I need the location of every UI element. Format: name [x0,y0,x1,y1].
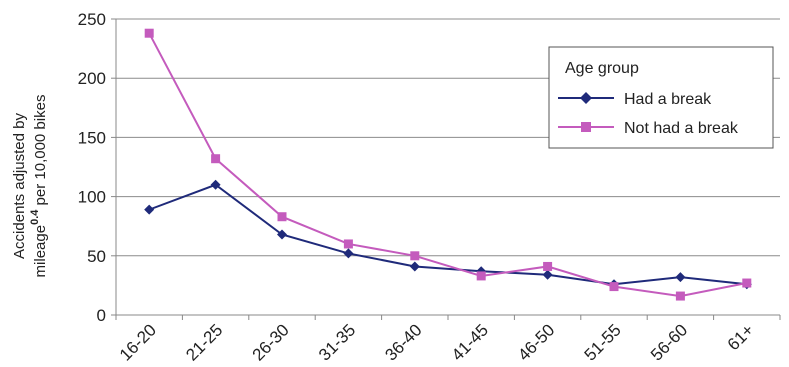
legend-marker-square [581,122,591,132]
data-point-diamond [675,272,686,283]
series-line [148,183,747,286]
x-tick-label: 61+ [724,320,758,354]
y-tick-label: 50 [87,247,106,266]
x-tick-label: 41-45 [448,320,492,364]
data-point-diamond [210,179,221,190]
series-line [148,32,747,298]
data-point-diamond [409,261,420,272]
legend-entry-had-a-break: Had a break [558,91,712,108]
x-tick-label: 51-55 [581,320,625,364]
x-tick-label: 26-30 [249,320,293,364]
y-axis-label-exponent: 0.4 [29,209,41,225]
x-tick-label: 21-25 [182,320,226,364]
y-axis-label-line1: Accidents adjusted by [11,113,28,259]
x-tick-label: 46-50 [514,320,558,364]
data-point-square [211,154,221,164]
y-axis-label-mileage: mileage [32,225,49,278]
data-point-diamond [542,269,553,280]
data-point-diamond [343,248,354,259]
data-point-square [609,282,619,292]
x-tick-label: 31-35 [315,320,359,364]
y-axis-ticks: 0 50 100 150 200 250 [78,10,116,325]
legend-label-had-a-break: Had a break [624,91,712,108]
data-point-square [410,251,420,261]
x-axis-ticks: 16-20 21-25 26-30 31-35 36-40 41-45 46-50 51-55… [115,315,781,365]
series-group [144,28,752,301]
y-axis-label: Accidents adjusted by mileage0.4 per 10,… [11,95,49,278]
y-tick-label: 0 [97,306,106,325]
y-axis-label-line2: mileage0.4 per 10,000 bikes [29,95,49,278]
y-tick-label: 250 [78,10,106,29]
legend-entry-not-had-a-break: Not had a break [558,120,739,137]
data-point-square [277,212,287,222]
y-tick-label: 100 [78,188,106,207]
legend: Age group Had a break Not had a break [548,46,774,149]
data-point-square [675,291,685,301]
y-axis-label-per-bikes: per 10,000 bikes [32,95,49,210]
x-tick-label: 36-40 [381,320,425,364]
x-tick-label: 16-20 [116,320,160,364]
data-point-diamond [144,204,155,215]
data-point-square [144,28,154,38]
y-tick-label: 150 [78,128,106,147]
data-point-diamond [277,229,287,240]
y-tick-label: 200 [78,69,106,88]
legend-label-not-had-a-break: Not had a break [624,120,739,137]
legend-title: Age group [565,60,639,77]
x-tick-label: 56-60 [647,320,691,364]
legend-marker-diamond [580,92,592,104]
data-point-square [476,271,486,281]
data-point-square [742,278,752,288]
data-point-square [343,239,353,249]
data-point-square [543,261,553,271]
series-not-had-a-break [144,28,752,301]
